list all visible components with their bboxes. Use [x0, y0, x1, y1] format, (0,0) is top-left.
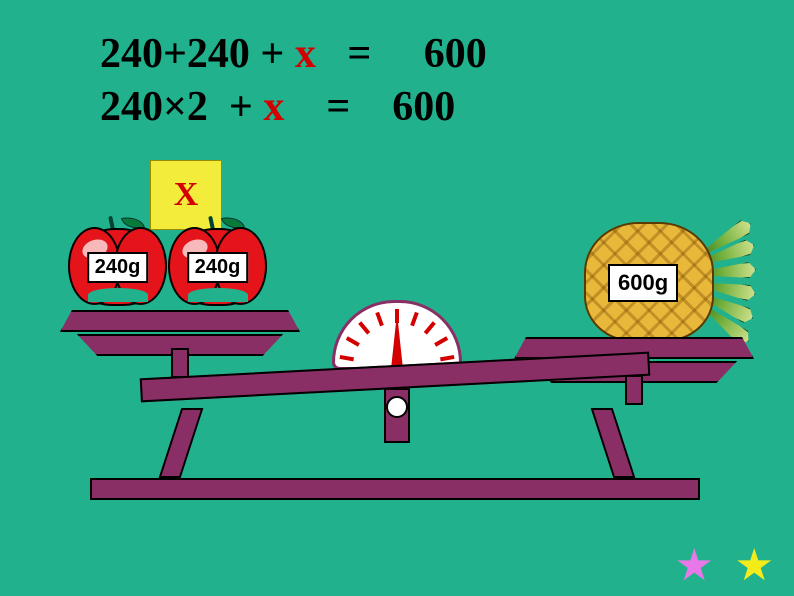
- scale-dial: [332, 300, 462, 370]
- dial-tick-icon: [375, 312, 384, 327]
- dial-tick-icon: [358, 321, 370, 334]
- dial-tick-icon: [424, 321, 436, 334]
- dial-tick-icon: [340, 355, 354, 361]
- dial-tick-icon: [440, 355, 454, 361]
- eq1-rhs: = 600: [316, 31, 487, 77]
- eq1-x: x: [295, 31, 316, 77]
- apple-2-label: 240g: [187, 252, 249, 283]
- apple-1: 240g: [70, 218, 165, 306]
- balance-scale: X 240g 240g 600g: [0, 150, 794, 530]
- apple-1-label: 240g: [87, 252, 149, 283]
- eq2-x: x: [263, 84, 284, 130]
- eq2-rhs: = 600: [284, 84, 455, 130]
- pivot-icon: [386, 396, 408, 418]
- pineapple-label: 600g: [608, 264, 678, 302]
- dial-needle-icon: [391, 313, 403, 369]
- dial-tick-icon: [434, 336, 448, 346]
- pineapple: 600g: [584, 212, 744, 342]
- dial-tick-icon: [410, 312, 419, 327]
- left-pan: [60, 308, 300, 358]
- equation-block: 240+240 + x = 600 240×2 + x = 600: [100, 28, 487, 133]
- apple-2: 240g: [170, 218, 265, 306]
- eq1-lhs: 240+240 +: [100, 31, 295, 77]
- equation-1: 240+240 + x = 600: [100, 28, 487, 81]
- star-pink-icon: ★: [675, 544, 714, 588]
- base-leg-left: [159, 408, 204, 478]
- base-leg-right: [591, 408, 636, 478]
- base-bar: [90, 478, 700, 500]
- star-yellow-icon: ★: [735, 544, 774, 588]
- eq2-lhs: 240×2 +: [100, 84, 263, 130]
- equation-2: 240×2 + x = 600: [100, 81, 487, 134]
- dial-tick-icon: [346, 336, 360, 346]
